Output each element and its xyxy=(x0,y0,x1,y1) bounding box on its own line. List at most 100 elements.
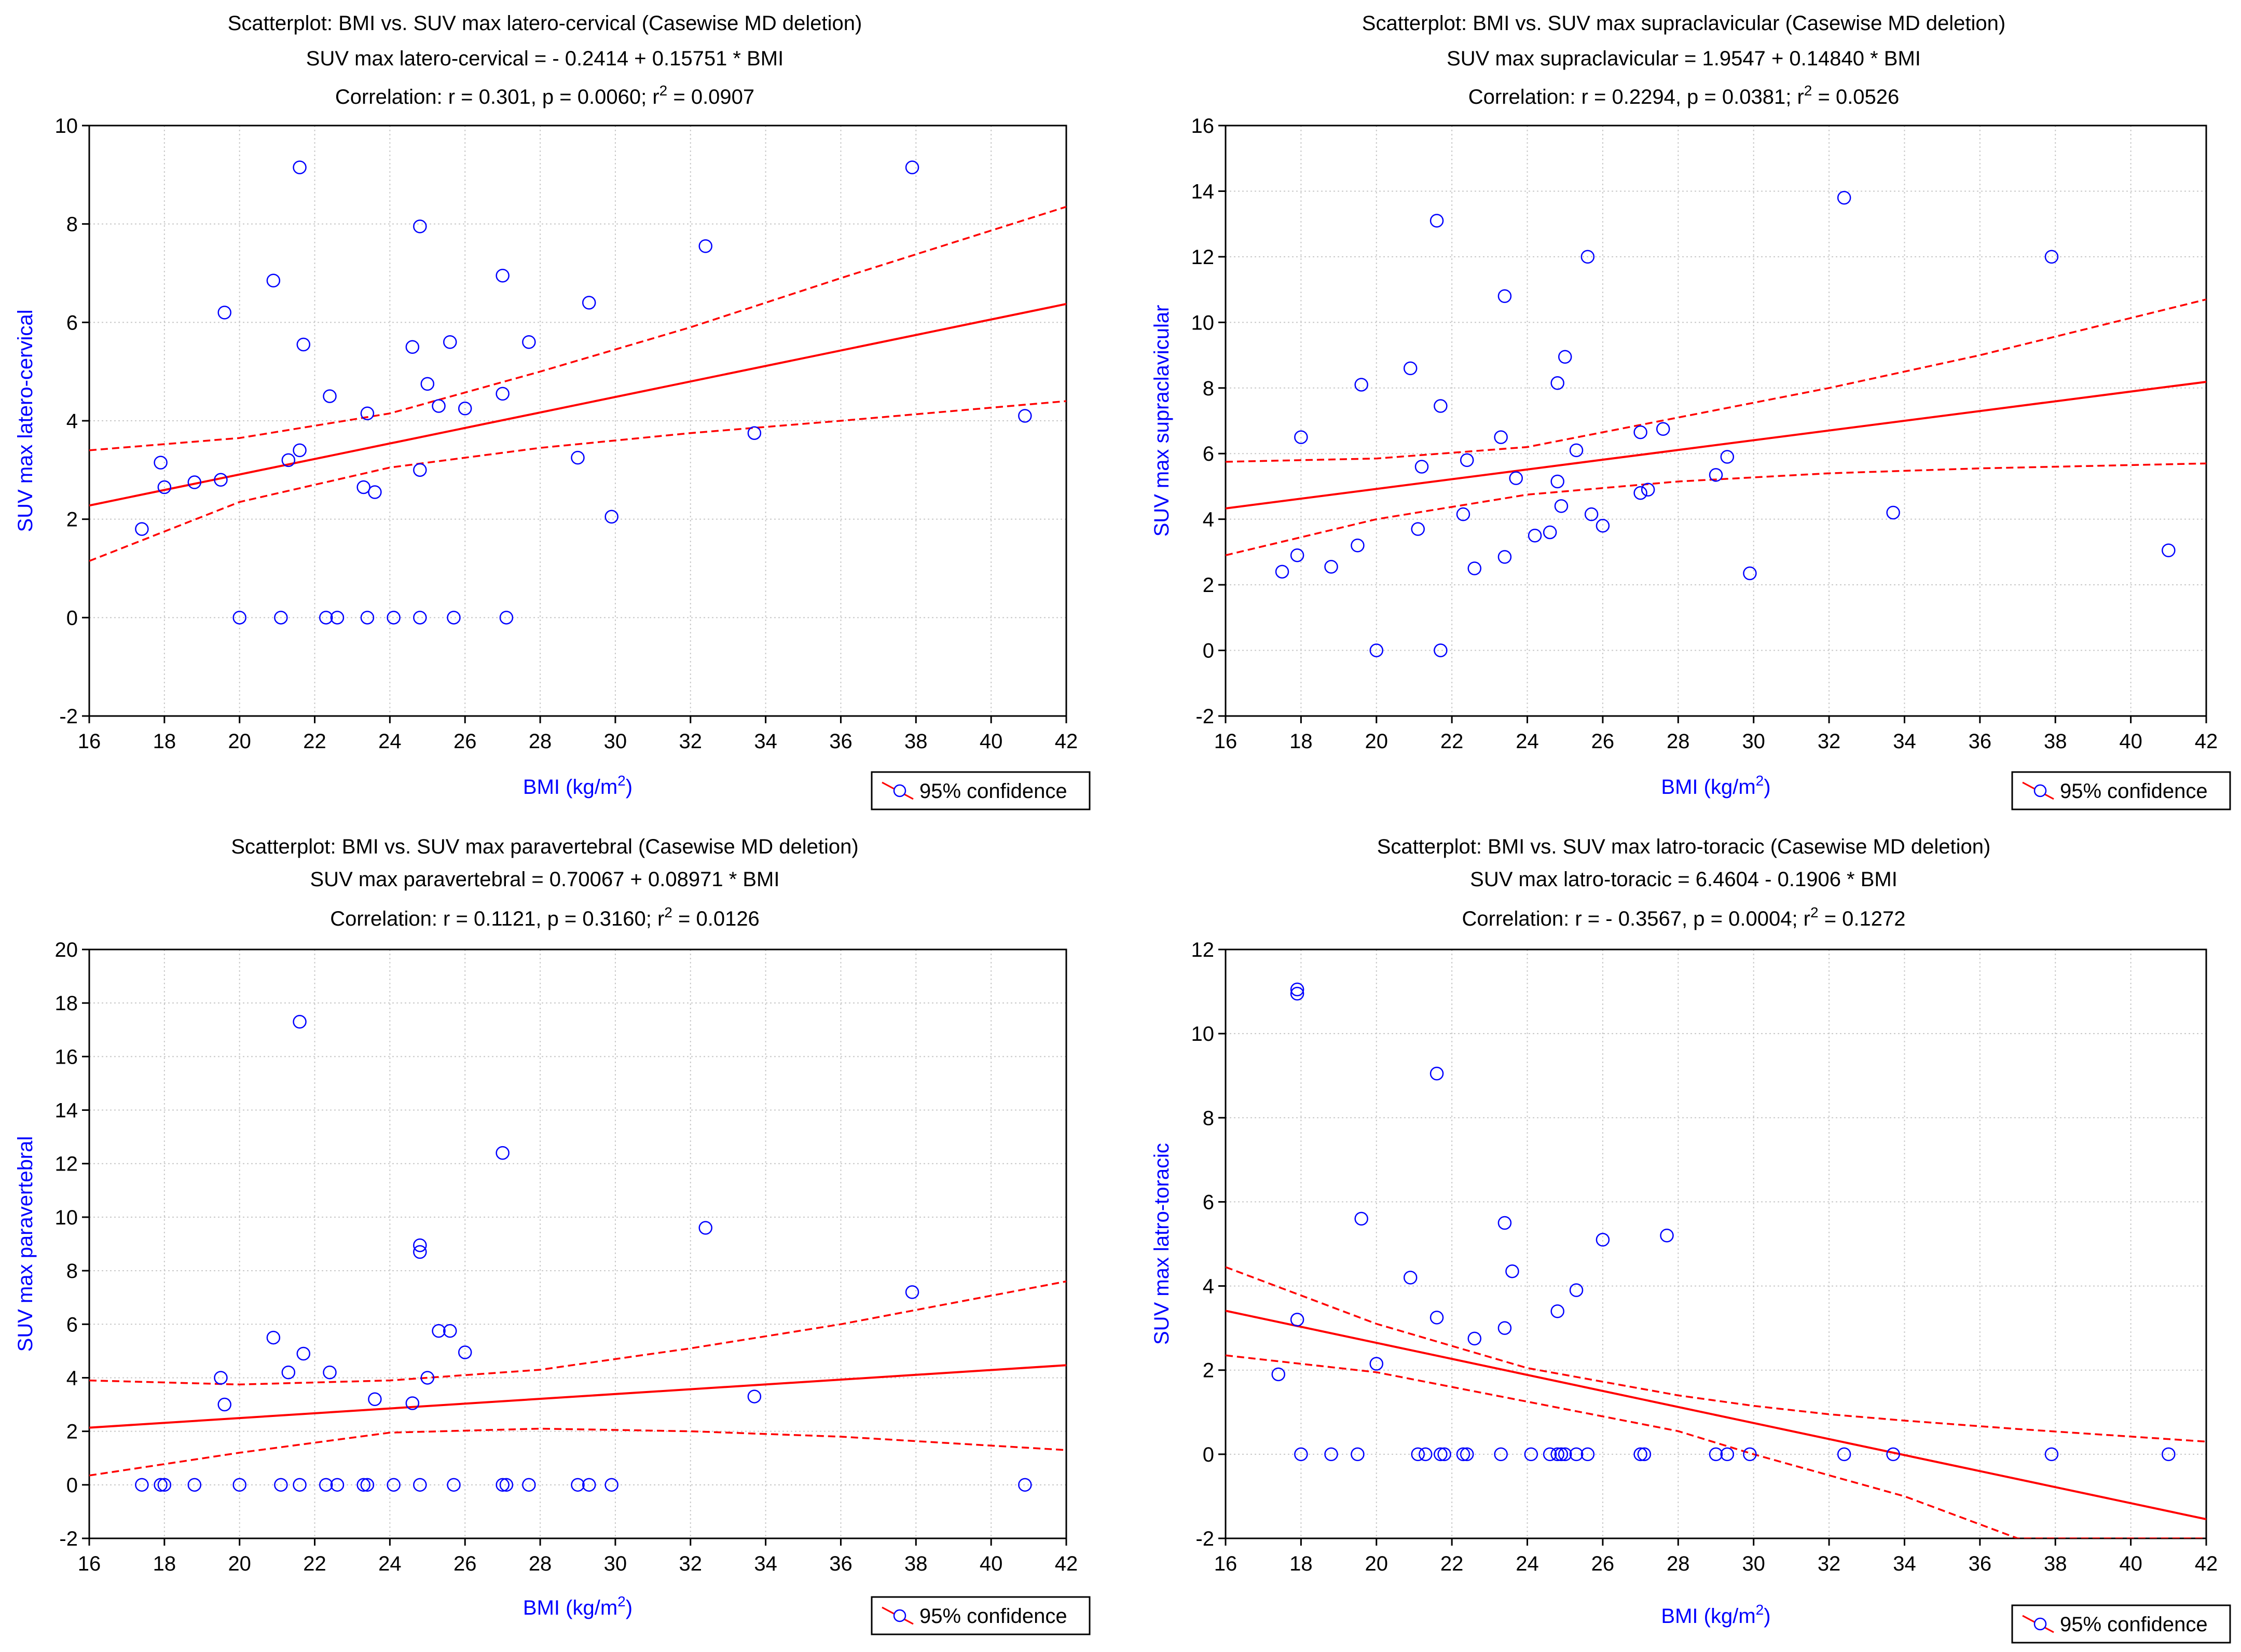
chart-latero-cervical-data-point xyxy=(135,522,149,536)
chart-latro-toracic-xtick-label: 24 xyxy=(1516,1552,1539,1575)
chart-paravertebral-regression-line xyxy=(89,1364,1066,1429)
chart-supraclavicular-data-point xyxy=(1460,453,1474,467)
chart-supraclavicular-xtick-label: 32 xyxy=(1818,730,1841,753)
chart-latro-toracic-xtick-label: 34 xyxy=(1893,1552,1916,1575)
chart-paravertebral-data-point xyxy=(522,1478,536,1492)
chart-paravertebral-data-point xyxy=(458,1345,472,1359)
chart-paravertebral-ytick-label: 2 xyxy=(66,1421,78,1443)
chart-latero-cervical-legend-label: 95% confidence xyxy=(919,780,1067,803)
chart-supraclavicular-data-point xyxy=(1403,361,1418,376)
chart-paravertebral-ytick-label: 10 xyxy=(55,1206,78,1229)
chart-paravertebral-correlation-main: Correlation: r = 0.1121, p = 0.3160; r xyxy=(330,907,664,930)
chart-latero-cervical-confidence-upper xyxy=(89,205,1066,451)
chart-latro-toracic-ytick-label: -2 xyxy=(1195,1527,1214,1550)
chart-supraclavicular-data-point xyxy=(1429,214,1444,228)
chart-latero-cervical-data-point xyxy=(413,611,427,625)
chart-latro-toracic-data-point xyxy=(1290,1313,1304,1327)
chart-latero-cervical-xlabel-tail: ) xyxy=(626,776,633,799)
chart-supraclavicular-data-point xyxy=(1414,460,1429,474)
chart-paravertebral-data-point xyxy=(405,1396,420,1410)
chart-latro-toracic-data-point xyxy=(1886,1447,1900,1462)
chart-supraclavicular-ytick-label: 16 xyxy=(1191,115,1215,137)
chart-paravertebral-xtick-label: 38 xyxy=(904,1552,928,1575)
chart-supraclavicular-data-point xyxy=(1743,566,1757,581)
chart-paravertebral-xtick-label: 16 xyxy=(78,1552,101,1575)
chart-latero-cervical-confidence-lower xyxy=(89,400,1066,562)
chart-paravertebral-data-point xyxy=(154,1478,168,1492)
chart-latro-toracic-data-point xyxy=(1369,1357,1384,1371)
chart-latro-toracic-legend-box xyxy=(2011,1604,2231,1644)
chart-paravertebral-data-point xyxy=(232,1478,246,1492)
chart-latero-cervical-xtick-label: 40 xyxy=(980,730,1003,753)
chart-latero-cervical-ytick-label: 8 xyxy=(66,213,78,236)
chart-latro-toracic-confidence-lower xyxy=(1226,1354,2206,1538)
chart-paravertebral-data-point xyxy=(293,1478,307,1492)
chart-paravertebral-xtick-label: 20 xyxy=(228,1552,251,1575)
chart-latro-toracic-data-point xyxy=(1437,1447,1451,1462)
chart-paravertebral-xtick-label: 32 xyxy=(679,1552,703,1575)
chart-latero-cervical-data-point xyxy=(360,406,375,421)
chart-supraclavicular-data-point xyxy=(1569,443,1584,458)
chart-supraclavicular-ytick-label: 8 xyxy=(1203,377,1214,400)
chart-paravertebral-xtick-label: 30 xyxy=(604,1552,627,1575)
chart-paravertebral-data-point xyxy=(443,1324,457,1338)
chart-supraclavicular-data-point xyxy=(1290,548,1304,562)
chart-paravertebral-xtick-label: 18 xyxy=(153,1552,176,1575)
chart-latero-cervical-data-point xyxy=(266,273,281,287)
chart-supraclavicular-data-point xyxy=(1886,505,1900,520)
chart-paravertebral-ytick-label: 14 xyxy=(55,1099,78,1122)
chart-paravertebral-confidence-upper xyxy=(89,1280,1066,1386)
chart-supraclavicular-title: Scatterplot: BMI vs. SUV max supraclavic… xyxy=(1362,12,2005,35)
chart-latero-cervical-data-point xyxy=(232,611,246,625)
chart-supraclavicular-xlabel-main: BMI (kg/m xyxy=(1661,776,1755,799)
chart-latero-cervical-equation: SUV max latero-cervical = - 0.2414 + 0.1… xyxy=(306,47,783,70)
chart-latro-toracic-title: Scatterplot: BMI vs. SUV max latro-torac… xyxy=(1377,835,1991,858)
chart-latro-toracic-data-point xyxy=(1419,1447,1433,1462)
chart-latro-toracic: Scatterplot: BMI vs. SUV max latro-torac… xyxy=(1150,835,2231,1644)
chart-latro-toracic-data-point xyxy=(1429,1311,1444,1325)
chart-supraclavicular-correlation: Correlation: r = 0.2294, p = 0.0381; r2 … xyxy=(1468,82,1900,108)
chart-supraclavicular-data-point xyxy=(1467,561,1482,575)
chart-latero-cervical-data-point xyxy=(323,389,337,403)
chart-latro-toracic-data-point xyxy=(1290,986,1304,1001)
chart-supraclavicular-data-point xyxy=(1275,565,1289,579)
chart-latero-cervical-ytick-label: -2 xyxy=(59,705,78,728)
chart-supraclavicular-ytick-label: 12 xyxy=(1191,246,1215,269)
chart-supraclavicular-correlation-tail: = 0.0526 xyxy=(1812,86,1899,108)
chart-paravertebral: Scatterplot: BMI vs. SUV max paravertebr… xyxy=(14,835,1091,1635)
chart-latro-toracic-data-point xyxy=(1720,1447,1735,1462)
chart-latero-cervical-xtick-label: 32 xyxy=(679,730,703,753)
chart-paravertebral-correlation-tail: = 0.0126 xyxy=(672,907,760,930)
chart-latero-cervical-data-point xyxy=(274,611,288,625)
chart-paravertebral-data-point xyxy=(413,1245,427,1259)
chart-paravertebral-xtick-label: 36 xyxy=(829,1552,853,1575)
chart-latero-cervical-xtick-label: 34 xyxy=(754,730,777,753)
chart-latro-toracic-data-point xyxy=(1569,1283,1584,1297)
chart-paravertebral-data-point xyxy=(356,1478,370,1492)
chart-supraclavicular-data-point xyxy=(1720,450,1735,464)
chart-paravertebral-ytick-label: 0 xyxy=(66,1474,78,1497)
chart-latero-cervical-data-point xyxy=(405,340,420,354)
chart-supraclavicular-data-point xyxy=(1550,474,1564,489)
chart-paravertebral-xtick-label: 40 xyxy=(980,1552,1003,1575)
chart-latro-toracic-data-point xyxy=(1550,1304,1564,1318)
chart-latero-cervical-legend-marker xyxy=(893,784,906,797)
chart-supraclavicular-xlabel-sup: 2 xyxy=(1756,773,1764,789)
chart-latero-cervical-correlation-sup: 2 xyxy=(659,82,668,99)
chart-latro-toracic-data-point xyxy=(1569,1447,1584,1462)
chart-latero-cervical-data-point xyxy=(582,296,596,310)
chart-supraclavicular-xtick-label: 30 xyxy=(1742,730,1765,753)
chart-paravertebral-correlation: Correlation: r = 0.1121, p = 0.3160; r2 … xyxy=(330,904,760,930)
chart-paravertebral-data-point xyxy=(330,1478,345,1492)
chart-supraclavicular-xtick-label: 38 xyxy=(2044,730,2067,753)
chart-paravertebral-data-point xyxy=(499,1478,514,1492)
chart-supraclavicular-xtick-label: 24 xyxy=(1516,730,1539,753)
chart-latro-toracic-xtick-label: 28 xyxy=(1667,1552,1690,1575)
chart-supraclavicular-data-point xyxy=(1709,468,1723,482)
chart-latro-toracic-data-point xyxy=(1596,1233,1610,1247)
chart-latero-cervical-data-point xyxy=(420,377,435,391)
chart-latro-toracic-data-point xyxy=(1429,1066,1444,1081)
chart-supraclavicular-correlation-main: Correlation: r = 0.2294, p = 0.0381; r xyxy=(1468,86,1804,108)
chart-latero-cervical-data-point xyxy=(157,480,172,494)
chart-paravertebral-data-point xyxy=(323,1365,337,1380)
